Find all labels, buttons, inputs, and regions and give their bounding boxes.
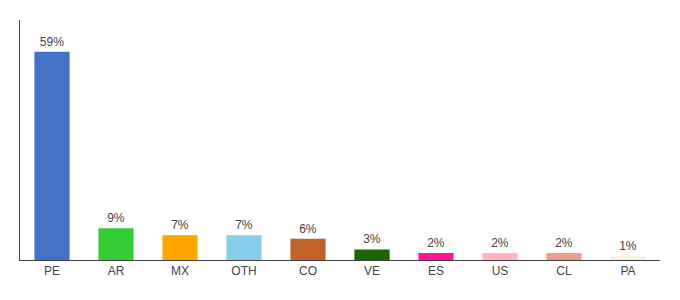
svg-text:CO: CO — [299, 264, 317, 278]
svg-text:MX: MX — [171, 264, 189, 278]
svg-text:CL: CL — [556, 264, 572, 278]
svg-text:2%: 2% — [555, 236, 573, 250]
svg-text:2%: 2% — [491, 236, 509, 250]
svg-text:PE: PE — [44, 264, 60, 278]
svg-text:7%: 7% — [235, 218, 253, 232]
svg-text:1%: 1% — [619, 239, 637, 253]
svg-text:US: US — [492, 264, 509, 278]
svg-text:OTH: OTH — [231, 264, 256, 278]
svg-text:PA: PA — [620, 264, 635, 278]
svg-text:9%: 9% — [107, 211, 125, 225]
svg-text:59%: 59% — [40, 35, 64, 49]
svg-text:AR: AR — [108, 264, 125, 278]
svg-text:2%: 2% — [427, 236, 445, 250]
svg-text:6%: 6% — [299, 222, 317, 236]
svg-text:ES: ES — [428, 264, 444, 278]
svg-text:3%: 3% — [363, 232, 381, 246]
svg-text:VE: VE — [364, 264, 380, 278]
svg-text:7%: 7% — [171, 218, 189, 232]
